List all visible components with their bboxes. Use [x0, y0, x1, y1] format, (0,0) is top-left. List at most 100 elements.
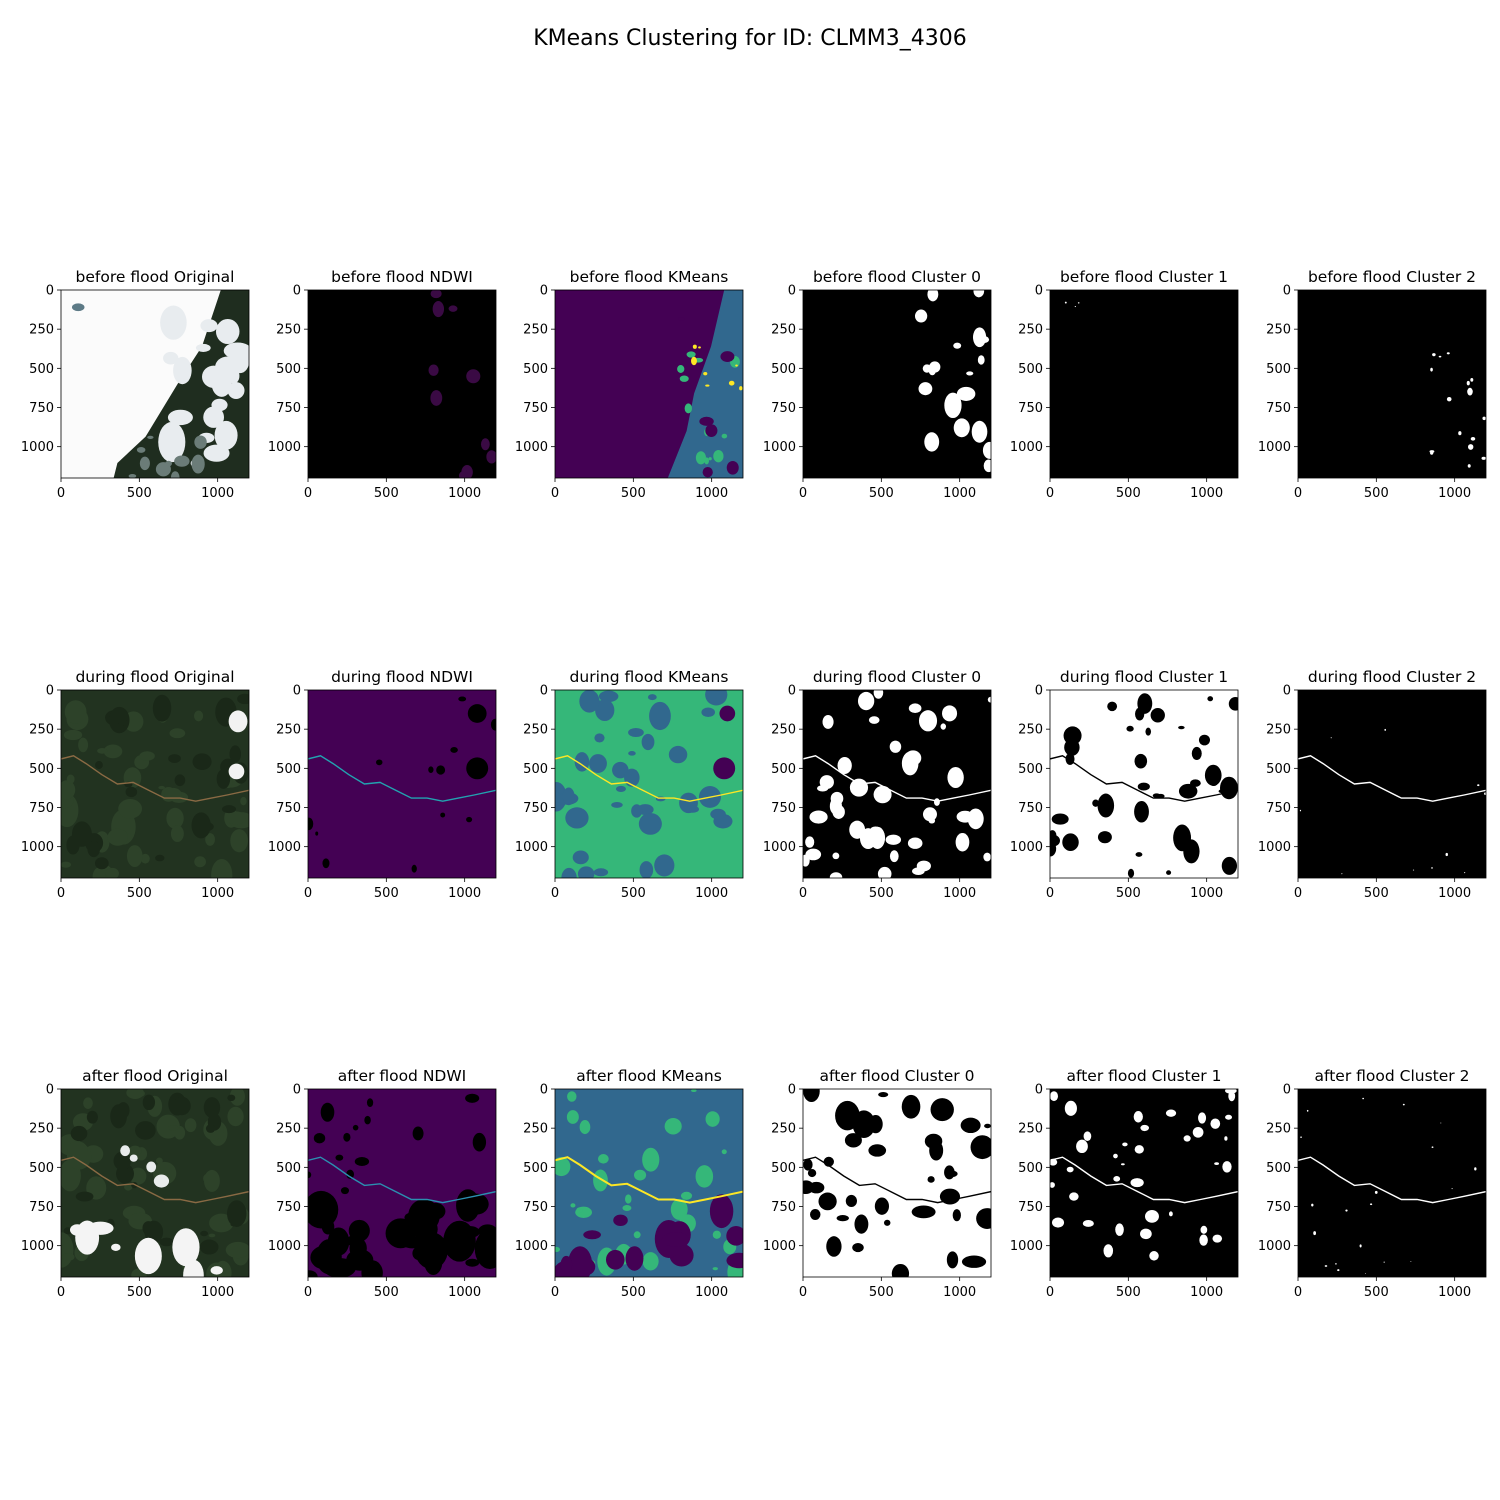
- y-tick-label: 750: [523, 1200, 548, 1215]
- panel-title: during flood Original: [75, 668, 234, 686]
- axes-frame: [554, 689, 744, 879]
- x-tick-label: 1000: [1190, 886, 1223, 901]
- y-tick-label: 500: [1018, 362, 1043, 377]
- x-tick-label: 0: [1046, 886, 1054, 901]
- x-tick-label: 0: [1294, 486, 1302, 501]
- y-tick-label: 500: [771, 762, 796, 777]
- y-tick-label: 0: [1283, 684, 1291, 699]
- y-tick-label: 250: [523, 323, 548, 338]
- panel-image: [555, 690, 743, 878]
- panel-image: [1298, 290, 1486, 478]
- x-tick-label: 1000: [201, 1285, 234, 1300]
- y-tick-label: 750: [29, 801, 54, 816]
- panel-after-flood-kmeans: after flood KMeans 0 250 500 750 1000 0 500 1000: [515, 1067, 744, 1300]
- panel-title: during flood KMeans: [570, 668, 729, 686]
- panel-before-flood-cluster-1: before flood Cluster 1 0 250 500 750 1000 0 500…: [1010, 268, 1239, 501]
- y-tick-label: 0: [293, 1083, 301, 1098]
- axes-frame: [1049, 1088, 1239, 1278]
- panel-during-flood-kmeans: during flood KMeans 0 250 500 750 1000 0 500 100…: [515, 668, 744, 901]
- y-tick-label: 750: [771, 801, 796, 816]
- panel-image: [1050, 290, 1238, 478]
- x-tick-label: 0: [1294, 886, 1302, 901]
- y-tick-label: 0: [46, 684, 54, 699]
- panel-title: before flood Original: [76, 268, 235, 286]
- y-tick-label: 1000: [1010, 440, 1043, 455]
- y-tick-label: 0: [540, 684, 548, 699]
- axes-frame: [60, 689, 250, 879]
- x-tick-label: 1000: [1190, 1285, 1223, 1300]
- y-tick-label: 500: [29, 362, 54, 377]
- panel-after-flood-cluster-1: after flood Cluster 1 0 250 500 750 1000 0 500 1…: [1010, 1067, 1239, 1300]
- y-tick-label: 1000: [21, 1239, 54, 1254]
- x-tick-label: 0: [799, 1285, 807, 1300]
- panel-image: [61, 1089, 249, 1277]
- x-tick-label: 0: [1046, 1285, 1054, 1300]
- x-tick-label: 0: [799, 486, 807, 501]
- y-tick-label: 750: [771, 401, 796, 416]
- x-tick-label: 0: [551, 886, 559, 901]
- y-tick-label: 500: [29, 762, 54, 777]
- panel-image: [1050, 690, 1238, 878]
- x-tick-label: 1000: [943, 886, 976, 901]
- panel-before-flood-cluster-2: before flood Cluster 2 0 250 500 750 1000 0 500…: [1258, 268, 1487, 501]
- y-tick-label: 0: [46, 284, 54, 299]
- y-tick-label: 250: [771, 1122, 796, 1137]
- y-tick-label: 500: [771, 1161, 796, 1176]
- y-tick-label: 500: [1018, 762, 1043, 777]
- y-tick-label: 500: [771, 362, 796, 377]
- x-tick-label: 0: [551, 1285, 559, 1300]
- axes-frame: [1049, 289, 1239, 479]
- y-tick-label: 750: [1018, 401, 1043, 416]
- x-tick-label: 500: [374, 486, 399, 501]
- y-tick-label: 250: [276, 323, 301, 338]
- panel-title: after flood Cluster 2: [1315, 1067, 1470, 1085]
- panel-image: [555, 1089, 743, 1277]
- panel-during-flood-cluster-1: during flood Cluster 1 0 250 500 750 1000 0 500…: [1010, 668, 1239, 901]
- y-tick-label: 250: [523, 723, 548, 738]
- y-tick-label: 1000: [1258, 1239, 1291, 1254]
- y-tick-label: 1000: [1010, 840, 1043, 855]
- y-tick-label: 0: [788, 684, 796, 699]
- figure-title: KMeans Clustering for ID: CLMM3_4306: [533, 26, 967, 51]
- y-tick-label: 0: [540, 284, 548, 299]
- y-tick-label: 250: [1266, 1122, 1291, 1137]
- y-tick-label: 0: [1035, 684, 1043, 699]
- panel-title: before flood Cluster 1: [1060, 268, 1228, 286]
- y-tick-label: 500: [276, 762, 301, 777]
- y-tick-label: 0: [788, 284, 796, 299]
- x-tick-label: 0: [551, 486, 559, 501]
- axes-frame: [60, 289, 250, 479]
- y-tick-label: 250: [1018, 723, 1043, 738]
- y-tick-label: 250: [771, 723, 796, 738]
- axes-frame: [1297, 289, 1487, 479]
- x-tick-label: 500: [127, 486, 152, 501]
- x-tick-label: 0: [304, 1285, 312, 1300]
- panel-image: [1050, 1089, 1238, 1277]
- panel-image: [1298, 1089, 1486, 1277]
- panel-title: before flood Cluster 2: [1308, 268, 1476, 286]
- x-tick-label: 500: [621, 1285, 646, 1300]
- y-tick-label: 0: [1035, 284, 1043, 299]
- x-tick-label: 0: [799, 886, 807, 901]
- y-tick-label: 1000: [268, 840, 301, 855]
- panel-image: [1298, 690, 1486, 878]
- x-tick-label: 1000: [1190, 486, 1223, 501]
- x-tick-label: 500: [869, 1285, 894, 1300]
- y-tick-label: 1000: [1010, 1239, 1043, 1254]
- axes-frame: [802, 689, 992, 879]
- y-tick-label: 750: [771, 1200, 796, 1215]
- axes-frame: [802, 289, 992, 479]
- y-tick-label: 750: [1266, 401, 1291, 416]
- panel-title: during flood NDWI: [331, 668, 473, 686]
- panel-during-flood-cluster-0: during flood Cluster 0 0 250 500 750 1000 0 500…: [763, 668, 992, 901]
- axes-frame: [1049, 689, 1239, 879]
- y-tick-label: 0: [46, 1083, 54, 1098]
- y-tick-label: 0: [540, 1083, 548, 1098]
- axes-frame: [1297, 689, 1487, 879]
- x-tick-label: 1000: [201, 886, 234, 901]
- x-tick-label: 0: [57, 1285, 65, 1300]
- y-tick-label: 750: [523, 801, 548, 816]
- y-tick-label: 0: [1283, 1083, 1291, 1098]
- y-tick-label: 250: [523, 1122, 548, 1137]
- y-tick-label: 500: [1266, 362, 1291, 377]
